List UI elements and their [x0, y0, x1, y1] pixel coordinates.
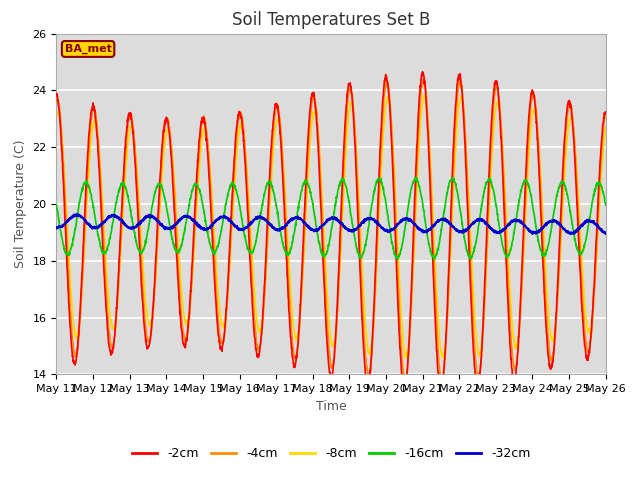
Legend: -2cm, -4cm, -8cm, -16cm, -32cm: -2cm, -4cm, -8cm, -16cm, -32cm [127, 442, 535, 465]
Y-axis label: Soil Temperature (C): Soil Temperature (C) [14, 140, 27, 268]
X-axis label: Time: Time [316, 400, 346, 413]
Title: Soil Temperatures Set B: Soil Temperatures Set B [232, 11, 430, 29]
Text: BA_met: BA_met [65, 44, 111, 54]
